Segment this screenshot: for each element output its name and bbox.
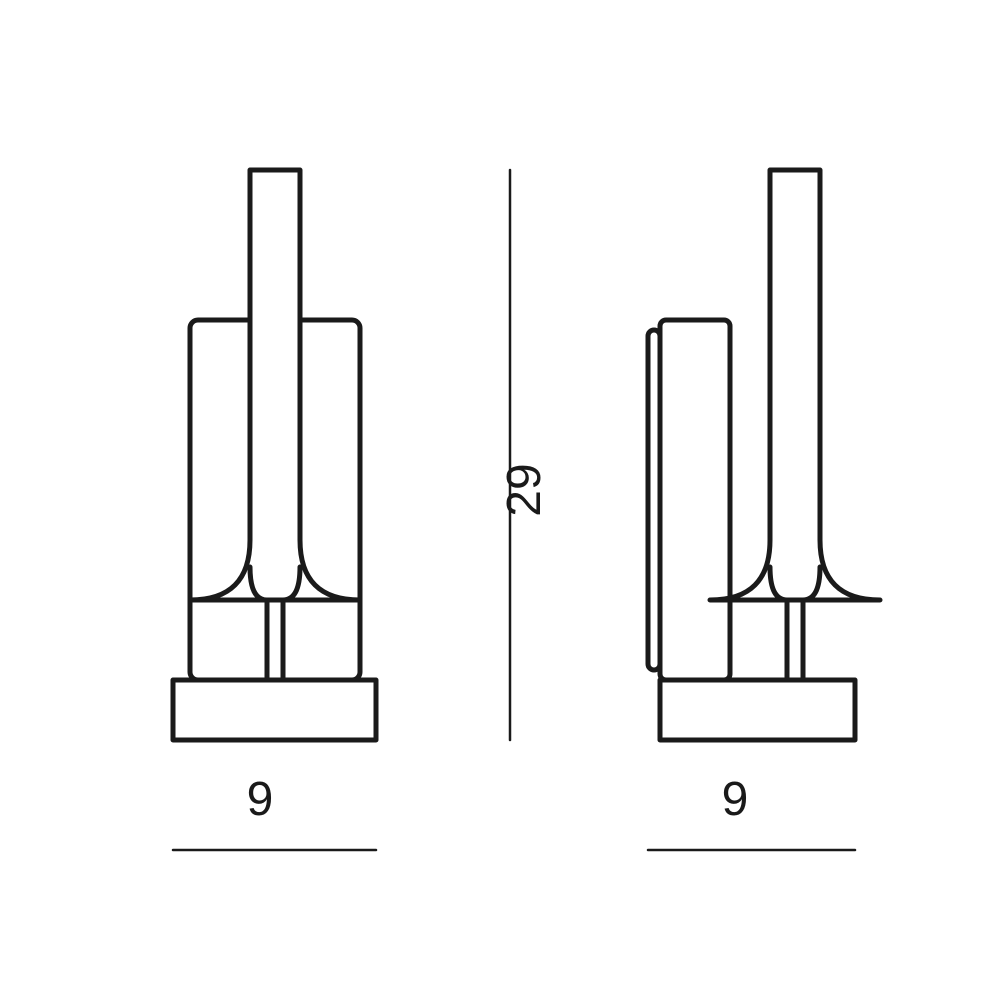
width-dimension-label-left: 9 [247,773,274,826]
front-elevation [173,170,376,740]
width-dimension-label-right: 9 [722,773,749,826]
technical-drawing: 29 9 9 [0,0,1000,1000]
height-dimension-label: 29 [498,463,551,516]
side-elevation [648,170,880,740]
